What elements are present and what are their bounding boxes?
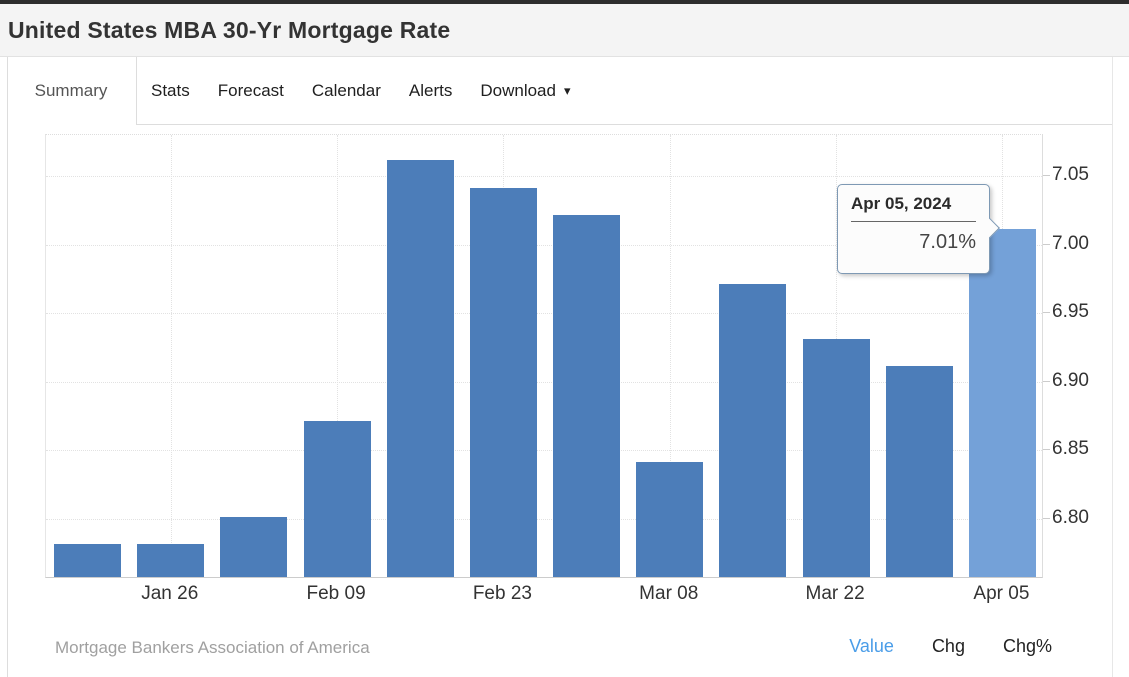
tab-stats[interactable]: Stats xyxy=(137,57,204,124)
tab-forecast-label: Forecast xyxy=(217,80,284,100)
x-axis-label: Jan 26 xyxy=(141,583,199,604)
y-axis-label: 6.95 xyxy=(1052,301,1089,323)
tab-alerts-label: Alerts xyxy=(408,80,453,100)
y-axis-tick xyxy=(1043,312,1050,314)
gridline-horizontal xyxy=(46,176,1042,178)
top-nav-strip xyxy=(0,0,1129,4)
link-chg-pct[interactable]: Chg% xyxy=(1002,636,1052,656)
chevron-down-icon: ▾ xyxy=(563,82,571,98)
gridline-horizontal xyxy=(46,313,1042,315)
tab-calendar-label: Calendar xyxy=(311,80,381,100)
y-axis-label: 6.85 xyxy=(1052,438,1089,460)
bar-apr-05[interactable] xyxy=(968,228,1036,577)
bar-feb-23[interactable] xyxy=(469,187,537,577)
page-title: United States MBA 30-Yr Mortgage Rate xyxy=(8,16,451,43)
chart-source-label: Mortgage Bankers Association of America xyxy=(55,638,370,657)
tooltip-value: 7.01% xyxy=(919,231,976,253)
bar-mar-15[interactable] xyxy=(719,283,787,577)
tab-summary-label: Summary xyxy=(34,81,108,100)
chart-mode-links: Value Chg Chg% xyxy=(849,636,1052,657)
tab-download[interactable]: Download ▾ xyxy=(466,57,584,124)
bar-feb-02[interactable] xyxy=(220,516,288,577)
bar-mar-08[interactable] xyxy=(636,461,704,577)
y-axis-label: 6.80 xyxy=(1052,506,1089,528)
gridline-vertical xyxy=(170,135,172,577)
tab-bar: Summary Stats Forecast Calendar Alerts D… xyxy=(0,57,1129,125)
bar-feb-09[interactable] xyxy=(303,420,371,577)
tab-alerts[interactable]: Alerts xyxy=(395,57,466,124)
bar-jan-26[interactable] xyxy=(137,544,205,577)
gridline-horizontal xyxy=(46,450,1042,452)
x-axis-label: Mar 22 xyxy=(805,583,865,604)
tooltip-date: Apr 05, 2024 xyxy=(851,194,976,222)
gridline-horizontal xyxy=(46,518,1042,520)
x-axis-label: Feb 23 xyxy=(472,583,532,604)
bar-mar-29[interactable] xyxy=(885,365,953,577)
gridline-horizontal xyxy=(46,244,1042,246)
page-header: United States MBA 30-Yr Mortgage Rate xyxy=(0,4,1129,57)
link-chg[interactable]: Chg xyxy=(931,636,965,656)
gridline-horizontal xyxy=(46,381,1042,383)
chart-tooltip: Apr 05, 2024 7.01% xyxy=(837,184,1000,274)
x-axis-label: Apr 05 xyxy=(973,583,1030,604)
bar-mar-22[interactable] xyxy=(802,338,870,577)
tab-bar-underline xyxy=(137,124,1112,125)
bar-feb-16[interactable] xyxy=(386,160,454,577)
y-axis-tick xyxy=(1043,175,1050,177)
link-value[interactable]: Value xyxy=(849,636,894,656)
panel-border-left xyxy=(7,57,8,677)
y-axis-label: 6.90 xyxy=(1052,369,1089,391)
y-axis-tick xyxy=(1043,449,1050,451)
tab-download-label: Download xyxy=(480,80,556,100)
tab-stats-label: Stats xyxy=(151,80,190,100)
bar-jan-19[interactable] xyxy=(54,544,122,577)
tab-calendar[interactable]: Calendar xyxy=(298,57,395,124)
bar-mar-01[interactable] xyxy=(553,215,621,577)
tab-forecast[interactable]: Forecast xyxy=(204,57,298,124)
gridline-vertical xyxy=(337,135,339,577)
tab-summary[interactable]: Summary xyxy=(6,57,137,125)
tab-group: Stats Forecast Calendar Alerts Download … xyxy=(137,57,585,124)
y-axis-tick xyxy=(1043,243,1050,245)
y-axis-tick xyxy=(1043,517,1050,519)
gridline-vertical xyxy=(669,135,671,577)
y-axis-label: 7.05 xyxy=(1052,164,1089,186)
y-axis-label: 7.00 xyxy=(1052,232,1089,254)
x-axis-label: Feb 09 xyxy=(306,583,366,604)
x-axis-label: Mar 08 xyxy=(639,583,699,604)
y-axis-tick xyxy=(1043,380,1050,382)
panel-border-right xyxy=(1112,57,1113,677)
